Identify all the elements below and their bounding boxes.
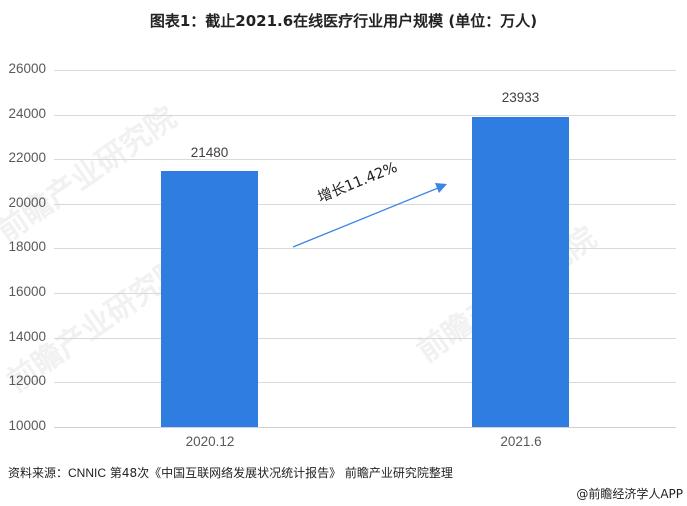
source-note: 资料来源：CNNIC 第48次《中国互联网络发展状况统计报告》 前瞻产业研究院整…: [8, 464, 453, 481]
gridline: [54, 382, 676, 383]
gridline: [54, 159, 676, 160]
chart-title: 图表1：截止2021.6在线医疗行业用户规模 (单位：万人): [149, 12, 538, 30]
x-tick-label: 2021.6: [500, 434, 542, 449]
gridline: [54, 70, 676, 71]
y-tick-label: 10000: [8, 418, 46, 433]
gridline: [54, 204, 676, 205]
y-tick-label: 24000: [8, 106, 46, 121]
y-tick-label: 22000: [8, 150, 46, 165]
source-org: CNNIC: [68, 466, 107, 480]
y-tick-label: 14000: [8, 329, 46, 344]
bar-2021-6: [472, 117, 569, 427]
source-text: 第48次《中国互联网络发展状况统计报告》 前瞻产业研究院整理: [106, 466, 453, 480]
y-tick-label: 12000: [8, 373, 46, 388]
y-tick-label: 16000: [8, 284, 46, 299]
bar-2020-12: [161, 171, 258, 427]
y-tick-label: 18000: [8, 239, 46, 254]
x-tick-label: 2020.12: [185, 434, 235, 449]
gridline: [54, 338, 676, 339]
x-axis-line: [54, 427, 676, 428]
source-prefix: 资料来源：: [8, 466, 69, 480]
bar-value-label: 23933: [501, 90, 540, 105]
bar-value-label: 21480: [190, 145, 229, 160]
y-tick-label: 26000: [8, 61, 46, 76]
gridline: [54, 115, 676, 116]
y-tick-label: 20000: [8, 195, 46, 210]
gridline: [54, 293, 676, 294]
credit-text: @前瞻经济学人APP: [576, 487, 683, 501]
gridline: [54, 248, 676, 249]
